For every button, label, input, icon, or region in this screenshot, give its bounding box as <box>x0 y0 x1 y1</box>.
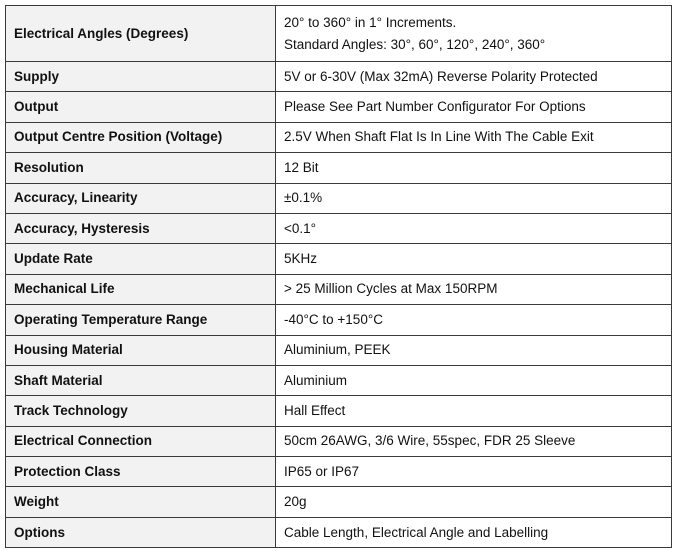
spec-value-cell: 12 Bit <box>275 152 672 184</box>
spec-value-cell: Aluminium, PEEK <box>275 334 672 366</box>
spec-value-cell: -40°C to +150°C <box>275 304 672 336</box>
spec-value: Aluminium, PEEK <box>284 342 391 358</box>
spec-value: IP65 or IP67 <box>284 463 360 479</box>
spec-value-cell: 2.5V When Shaft Flat Is In Line With The… <box>275 121 672 154</box>
spec-label: Housing Material <box>5 334 276 366</box>
spec-label: Accuracy, Linearity <box>5 182 276 214</box>
spec-label: Update Rate <box>5 243 276 275</box>
spec-label: Supply <box>5 60 276 93</box>
spec-value-cell: 50cm 26AWG, 3/6 Wire, 55spec, FDR 25 Sle… <box>275 425 672 458</box>
spec-row: Output Centre Position (Voltage) 2.5V Whe… <box>5 121 672 154</box>
spec-row: Accuracy, Linearity ±0.1% <box>5 182 672 214</box>
spec-row: Accuracy, Hysteresis <0.1° <box>5 212 672 245</box>
spec-value: 50cm 26AWG, 3/6 Wire, 55spec, FDR 25 Sle… <box>284 433 576 449</box>
spec-row: Output Please See Part Number Configurato… <box>5 91 672 123</box>
spec-label: Electrical Angles (Degrees) <box>5 5 276 62</box>
spec-label: Weight <box>5 486 276 518</box>
spec-value: -40°C to +150°C <box>284 311 383 327</box>
spec-value: Aluminium <box>284 372 348 388</box>
spec-value: > 25 Million Cycles at Max 150RPM <box>284 281 498 297</box>
spec-row: Resolution 12 Bit <box>5 152 672 184</box>
spec-value-cell: Cable Length, Electrical Angle and Label… <box>275 516 672 549</box>
spec-label: Output <box>5 91 276 123</box>
spec-row: Update Rate 5KHz <box>5 243 672 275</box>
spec-value: 20g <box>284 494 307 510</box>
spec-value: <0.1° <box>284 220 317 236</box>
spec-value: Standard Angles: 30°, 60°, 120°, 240°, 3… <box>284 36 546 52</box>
spec-value: 12 Bit <box>284 159 319 175</box>
spec-value-cell: ±0.1% <box>275 182 672 214</box>
spec-value: Please See Part Number Configurator For … <box>284 99 586 115</box>
spec-label: Operating Temperature Range <box>5 304 276 336</box>
spec-row: Electrical Connection 50cm 26AWG, 3/6 Wir… <box>5 425 672 458</box>
spec-value: Hall Effect <box>284 402 346 418</box>
spec-value: ±0.1% <box>284 190 323 206</box>
spec-value-cell: Please See Part Number Configurator For … <box>275 91 672 123</box>
spec-value: 20° to 360° in 1° Increments. <box>284 14 457 30</box>
spec-row: Electrical Angles (Degrees) 20° to 360° i… <box>5 5 672 62</box>
spec-value-cell: 5KHz <box>275 243 672 275</box>
spec-value: 5KHz <box>284 251 318 267</box>
spec-value-cell: > 25 Million Cycles at Max 150RPM <box>275 273 672 306</box>
spec-label: Accuracy, Hysteresis <box>5 212 276 245</box>
spec-value-cell: 20g <box>275 486 672 518</box>
spec-row: Protection Class IP65 or IP67 <box>5 456 672 488</box>
spec-value-cell: 5V or 6-30V (Max 32mA) Reverse Polarity … <box>275 60 672 93</box>
spec-value-cell: 20° to 360° in 1° Increments. Standard An… <box>275 5 672 62</box>
spec-row: Mechanical Life > 25 Million Cycles at Ma… <box>5 273 672 306</box>
spec-label: Mechanical Life <box>5 273 276 306</box>
spec-row: Options Cable Length, Electrical Angle an… <box>5 516 672 549</box>
spec-label: Protection Class <box>5 456 276 488</box>
spec-label: Resolution <box>5 152 276 184</box>
spec-row: Supply 5V or 6-30V (Max 32mA) Reverse Pol… <box>5 60 672 93</box>
spec-value-cell: <0.1° <box>275 212 672 245</box>
spec-row: Operating Temperature Range -40°C to +150… <box>5 304 672 336</box>
table-body: Electrical Angles (Degrees) 20° to 360° i… <box>5 5 672 549</box>
spec-label: Shaft Material <box>5 364 276 397</box>
spec-value: Cable Length, Electrical Angle and Label… <box>284 524 549 540</box>
spec-value-cell: Hall Effect <box>275 395 672 427</box>
spec-value-cell: IP65 or IP67 <box>275 456 672 488</box>
spec-row: Housing Material Aluminium, PEEK <box>5 334 672 366</box>
spec-value: 5V or 6-30V (Max 32mA) Reverse Polarity … <box>284 68 598 84</box>
spec-label: Options <box>5 516 276 549</box>
spec-value-cell: Aluminium <box>275 364 672 397</box>
spec-row: Shaft Material Aluminium <box>5 364 672 397</box>
spec-row: Track Technology Hall Effect <box>5 395 672 427</box>
spec-label: Track Technology <box>5 395 276 427</box>
spec-row: Weight 20g <box>5 486 672 518</box>
spec-value: 2.5V When Shaft Flat Is In Line With The… <box>284 129 594 145</box>
spec-label: Electrical Connection <box>5 425 276 458</box>
spec-table: Electrical Angles (Degrees) 20° to 360° i… <box>5 5 672 549</box>
spec-label: Output Centre Position (Voltage) <box>5 121 276 154</box>
